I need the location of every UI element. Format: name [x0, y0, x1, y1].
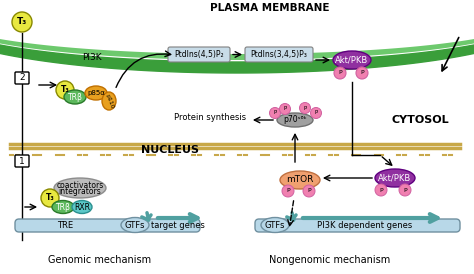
- Text: PtdIns(4,5)P₂: PtdIns(4,5)P₂: [174, 50, 224, 59]
- Text: P: P: [286, 189, 290, 193]
- FancyBboxPatch shape: [245, 47, 313, 62]
- Text: Nongenomic mechanism: Nongenomic mechanism: [269, 255, 391, 265]
- Circle shape: [303, 185, 315, 197]
- Text: GTFs: GTFs: [265, 221, 285, 230]
- Polygon shape: [0, 21, 474, 60]
- Text: Akt/PKB: Akt/PKB: [378, 173, 411, 182]
- Text: P: P: [273, 110, 277, 116]
- Text: 2: 2: [19, 73, 25, 82]
- Circle shape: [12, 12, 32, 32]
- Text: mTOR: mTOR: [286, 176, 314, 184]
- Ellipse shape: [280, 171, 320, 189]
- Text: RXR: RXR: [74, 202, 90, 212]
- Ellipse shape: [102, 92, 116, 110]
- Text: P: P: [314, 110, 318, 116]
- FancyBboxPatch shape: [255, 219, 460, 232]
- Text: p85α: p85α: [87, 90, 105, 96]
- Ellipse shape: [54, 178, 106, 198]
- Text: PLASMA MEMBRANE: PLASMA MEMBRANE: [210, 3, 330, 13]
- Polygon shape: [0, 22, 474, 73]
- Ellipse shape: [261, 218, 289, 233]
- Circle shape: [300, 102, 310, 113]
- Text: coactivators: coactivators: [56, 181, 104, 190]
- Circle shape: [280, 104, 291, 115]
- Text: p70ˢ⁶ᵏ: p70ˢ⁶ᵏ: [283, 116, 307, 124]
- Ellipse shape: [121, 218, 149, 233]
- Text: Protein synthesis: Protein synthesis: [174, 113, 246, 122]
- Text: TRE: TRE: [57, 221, 73, 230]
- Circle shape: [310, 107, 321, 118]
- Text: P: P: [307, 189, 311, 193]
- FancyBboxPatch shape: [15, 72, 29, 84]
- Text: PI3K: PI3K: [82, 53, 102, 62]
- Text: TRβ: TRβ: [68, 93, 82, 101]
- Ellipse shape: [277, 113, 313, 127]
- Text: T₃: T₃: [17, 18, 27, 27]
- Ellipse shape: [64, 90, 86, 104]
- Text: P: P: [403, 187, 407, 193]
- Text: Akt/PKB: Akt/PKB: [336, 56, 369, 64]
- Circle shape: [270, 107, 281, 118]
- Text: target genes: target genes: [151, 221, 205, 230]
- FancyBboxPatch shape: [168, 47, 230, 62]
- Text: integrators: integrators: [59, 187, 101, 196]
- Text: PtdIns(3,4,5)P₃: PtdIns(3,4,5)P₃: [251, 50, 308, 59]
- Ellipse shape: [85, 86, 107, 100]
- Circle shape: [375, 184, 387, 196]
- Text: P: P: [360, 70, 364, 76]
- Circle shape: [56, 81, 74, 99]
- Text: CYTOSOL: CYTOSOL: [391, 115, 449, 125]
- Ellipse shape: [333, 51, 371, 69]
- Text: NUCLEUS: NUCLEUS: [141, 145, 199, 155]
- Text: P: P: [379, 187, 383, 193]
- Text: P: P: [283, 107, 287, 112]
- Text: p110: p110: [104, 93, 114, 109]
- FancyBboxPatch shape: [15, 155, 29, 167]
- Text: P: P: [338, 70, 342, 76]
- Ellipse shape: [375, 169, 415, 187]
- Text: Genomic mechanism: Genomic mechanism: [48, 255, 152, 265]
- Ellipse shape: [72, 201, 92, 213]
- FancyBboxPatch shape: [15, 219, 200, 232]
- Text: TRβ: TRβ: [55, 202, 71, 212]
- Text: T₃: T₃: [46, 193, 55, 202]
- Ellipse shape: [52, 201, 74, 213]
- Circle shape: [41, 189, 59, 207]
- Text: GTFs: GTFs: [125, 221, 145, 230]
- Text: 1: 1: [19, 156, 25, 165]
- Circle shape: [334, 67, 346, 79]
- Text: P: P: [303, 105, 307, 110]
- Text: PI3K dependent genes: PI3K dependent genes: [318, 221, 413, 230]
- Circle shape: [356, 67, 368, 79]
- Circle shape: [399, 184, 411, 196]
- Circle shape: [282, 185, 294, 197]
- Text: T₃: T₃: [61, 85, 69, 95]
